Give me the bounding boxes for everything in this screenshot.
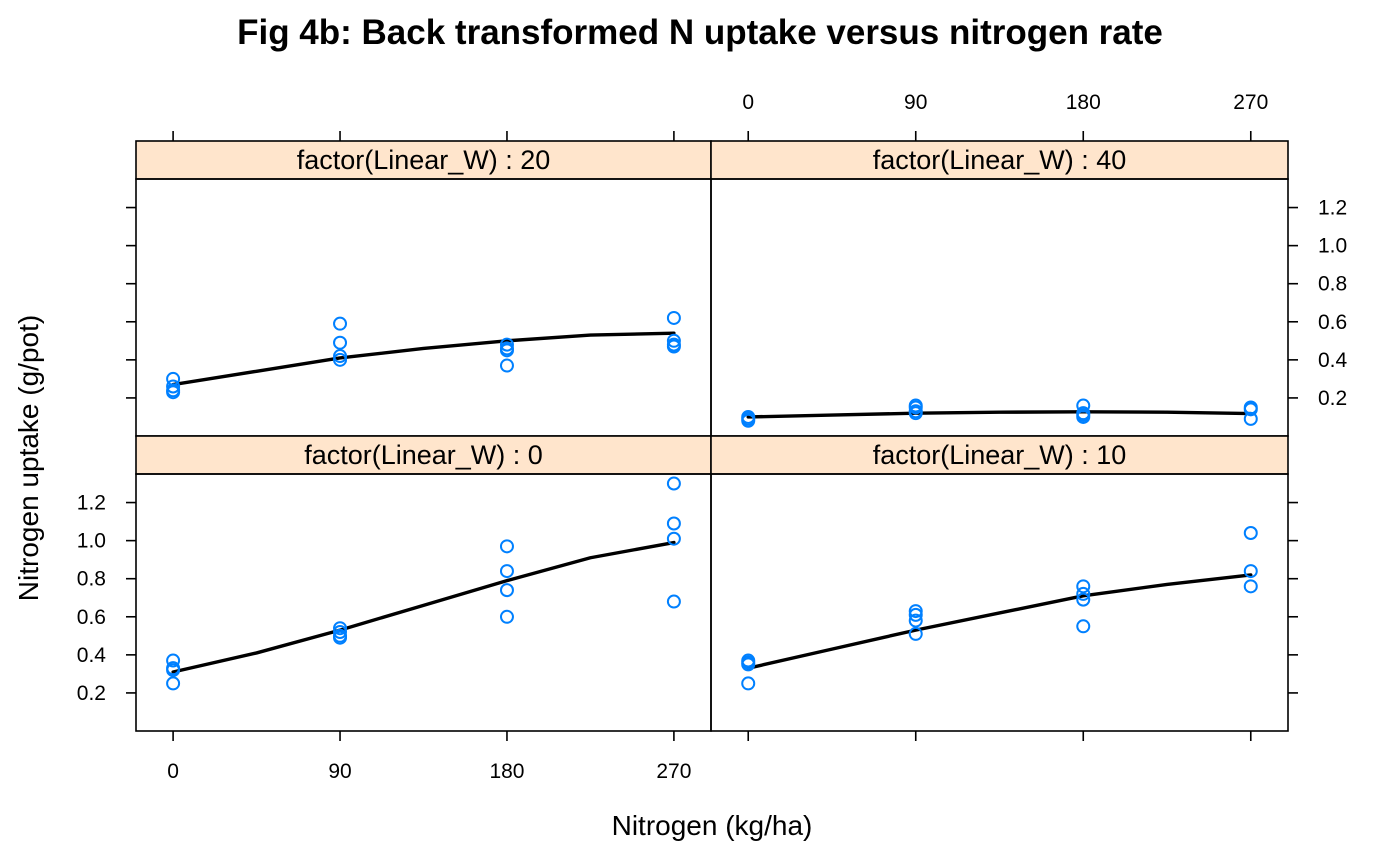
data-point (741, 413, 756, 428)
data-point (1076, 586, 1091, 601)
data-point (166, 653, 181, 668)
y-tick-label: 1.0 (77, 530, 106, 553)
data-point (166, 663, 181, 678)
data-point (666, 339, 681, 354)
data-point (1076, 619, 1091, 634)
data-point (1076, 592, 1091, 607)
data-point (908, 613, 923, 628)
y-tick-label: 0.4 (1318, 349, 1348, 372)
data-point (333, 630, 348, 645)
panel-frame (710, 473, 1289, 732)
data-point (908, 400, 923, 415)
data-point (499, 343, 514, 358)
data-point (666, 333, 681, 348)
data-point (333, 621, 348, 636)
data-point (499, 583, 514, 598)
data-point (908, 607, 923, 622)
data-point (1076, 409, 1091, 424)
fitted-curve (746, 410, 1253, 419)
x-tick-label: 90 (328, 760, 351, 783)
data-point (741, 676, 756, 691)
data-point (666, 594, 681, 609)
panel-strip-label: factor(Linear_W) : 0 (304, 440, 543, 470)
data-point (333, 316, 348, 331)
data-point (333, 625, 348, 640)
data-point (1076, 579, 1091, 594)
y-tick-label: 0.6 (77, 606, 106, 629)
data-point (666, 476, 681, 491)
y-tick-label: 0.6 (1318, 311, 1347, 334)
panel-frame (135, 473, 712, 732)
data-point (908, 406, 923, 421)
x-tick-label: 180 (1066, 91, 1101, 114)
data-point (908, 604, 923, 619)
data-point (1243, 579, 1258, 594)
data-point (333, 335, 348, 350)
data-point (908, 626, 923, 641)
fitted-curve (171, 331, 676, 387)
x-tick-label: 270 (656, 760, 691, 783)
x-tick-label: 270 (1233, 91, 1268, 114)
y-tick-label: 1.0 (1318, 235, 1347, 258)
y-tick-label: 1.2 (1318, 197, 1347, 220)
data-point (666, 516, 681, 531)
panel-strip (135, 140, 712, 180)
y-tick-label: 0.2 (1318, 387, 1347, 410)
data-point (333, 352, 348, 367)
data-point (333, 349, 348, 364)
data-point (499, 609, 514, 624)
y-tick-label: 0.2 (77, 682, 106, 705)
panel-frame (710, 178, 1289, 437)
y-tick-label: 1.2 (77, 492, 106, 515)
data-point (166, 676, 181, 691)
panel-strip (710, 435, 1289, 475)
y-tick-label: 0.4 (77, 644, 107, 667)
data-point (741, 657, 756, 672)
x-axis-title: Nitrogen (kg/ha) (612, 810, 813, 841)
data-point (666, 310, 681, 325)
data-point (1243, 564, 1258, 579)
chart-title: Fig 4b: Back transformed N uptake versus… (237, 13, 1163, 52)
data-point (666, 531, 681, 546)
data-point (1243, 411, 1258, 426)
data-point (499, 539, 514, 554)
data-point (1243, 526, 1258, 541)
data-point (1243, 402, 1258, 417)
plot-area: factor(Linear_W) : 20 factor(Linear_W) : … (77, 91, 1348, 783)
y-tick-label: 0.8 (1318, 273, 1347, 296)
panel-frame (135, 178, 712, 437)
y-axis-title: Nitrogen uptake (g/pot) (13, 315, 44, 601)
panel-strip-label: factor(Linear_W) : 20 (297, 145, 551, 175)
x-tick-label: 0 (742, 91, 754, 114)
fitted-curve (171, 540, 676, 674)
data-point (166, 379, 181, 394)
x-tick-label: 180 (489, 760, 524, 783)
data-point (499, 564, 514, 579)
data-point (499, 337, 514, 352)
data-point (499, 358, 514, 373)
x-tick-label: 90 (904, 91, 927, 114)
data-point (166, 385, 181, 400)
fitted-curve (746, 573, 1253, 670)
x-tick-label: 0 (167, 760, 179, 783)
panel-strip-label: factor(Linear_W) : 10 (873, 440, 1127, 470)
panel-strip-label: factor(Linear_W) : 40 (873, 145, 1127, 175)
y-tick-label: 0.8 (77, 568, 106, 591)
